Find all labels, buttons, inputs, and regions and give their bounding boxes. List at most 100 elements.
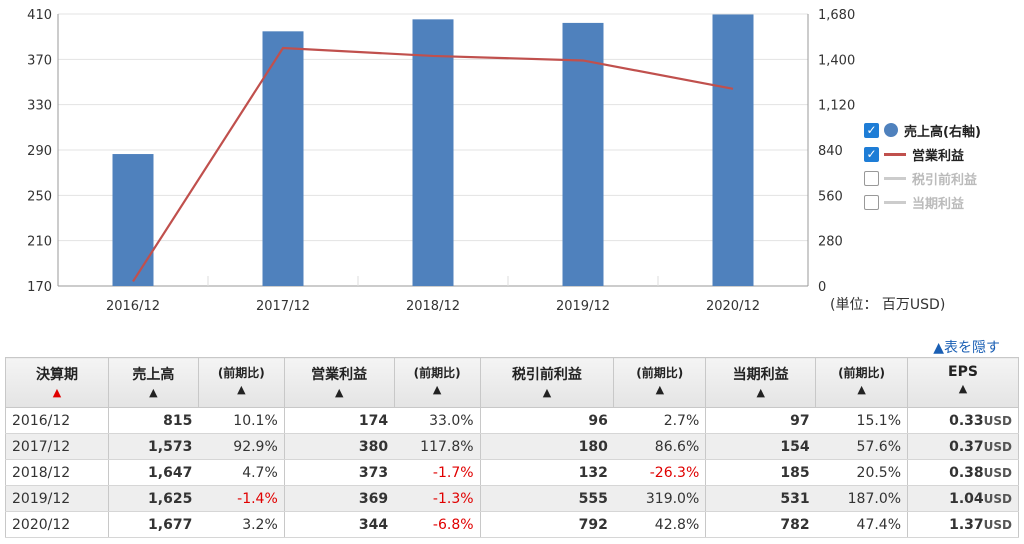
x-axis-tick-label: 2018/12 — [406, 299, 460, 314]
cell-value: 42.8% — [654, 516, 700, 533]
cell-value: 96 — [588, 412, 608, 429]
cell-value: 92.9% — [233, 438, 278, 455]
x-axis-tick-label: 2016/12 — [106, 299, 160, 314]
checkbox-icon[interactable] — [864, 194, 879, 210]
cell-value: 10.1% — [233, 412, 278, 429]
cell-value: -1.7% — [432, 464, 474, 481]
cell-value: 3.2% — [242, 516, 278, 533]
cell-value: 1.04 — [949, 490, 984, 507]
sort-arrow-icon[interactable]: ▲ — [655, 383, 665, 396]
legend-item-net-profit[interactable]: 当期利益 — [864, 190, 981, 214]
cell-value: -26.3% — [649, 464, 700, 481]
legend-item-sales[interactable]: ✓ 売上高(右軸) — [864, 118, 981, 142]
table-cell: -1.3% — [394, 485, 481, 512]
legend-item-pretax-profit[interactable]: 税引前利益 — [864, 166, 981, 190]
cell-value: 2017/12 — [12, 438, 71, 455]
table-cell: 57.6% — [815, 433, 909, 460]
legend-label: 税引前利益 — [912, 172, 978, 188]
cell-value: 2016/12 — [12, 412, 71, 429]
right-axis-tick-label: 1,120 — [818, 99, 855, 114]
cell-value: 33.0% — [429, 412, 474, 429]
cell-value: 319.0% — [645, 490, 700, 507]
cell-value: 531 — [780, 490, 810, 507]
table-cell: 2016/12 — [5, 407, 109, 434]
sort-arrow-icon[interactable]: ▲ — [334, 386, 344, 399]
legend-line-icon — [884, 200, 906, 204]
cell-value: 815 — [163, 412, 193, 429]
cell-value: 180 — [578, 438, 608, 455]
table-cell: 174 — [283, 407, 395, 434]
legend-item-operating-profit[interactable]: ✓ 営業利益 — [864, 142, 981, 166]
table-cell: -1.7% — [394, 459, 481, 486]
table-cell: 2018/12 — [5, 459, 109, 486]
table-cell: 1.37USD — [907, 511, 1019, 538]
x-axis-tick-label: 2020/12 — [706, 299, 760, 314]
table-cell: 4.7% — [198, 459, 285, 486]
table-cell: 319.0% — [613, 485, 707, 512]
header-operating-yoy: (前期比) ▲ — [393, 357, 481, 408]
header-net-yoy: (前期比) ▲ — [815, 357, 909, 408]
left-axis-tick-label: 250 — [27, 189, 52, 204]
table-cell: 2017/12 — [5, 433, 109, 460]
cell-value: 792 — [578, 516, 608, 533]
table-cell: 47.4% — [815, 511, 909, 538]
hide-table-link[interactable]: ▲表を隠す — [933, 340, 1000, 356]
cell-value: 2018/12 — [12, 464, 71, 481]
operating-profit-line — [132, 46, 734, 283]
table-cell: 782 — [705, 511, 816, 538]
sort-arrow-icon[interactable]: ▲ — [149, 386, 158, 399]
table-cell: 0.33USD — [907, 407, 1019, 434]
table-row: 2016/12 815 10.1% 174 33.0% 96 2.7% 97 15.1% 0.33… — [5, 407, 1019, 434]
right-axis-tick-label: 1,680 — [818, 8, 855, 23]
cell-value: 1,647 — [148, 464, 193, 481]
cell-value: 1,573 — [148, 438, 193, 455]
table-header-row: 決算期 ▲ 売上高 ▲ (前期比) ▲ 営業利益 ▲ (前期比) ▲ 税引前利益 ▲ (前期… — [5, 357, 1019, 408]
sort-arrow-icon[interactable]: ▲ — [857, 383, 866, 396]
cell-value: 380 — [358, 438, 389, 455]
sort-arrow-icon[interactable]: ▲ — [958, 382, 968, 395]
legend-line-icon — [884, 152, 906, 156]
x-axis-tick-label: 2019/12 — [556, 299, 610, 314]
table-cell: 2.7% — [613, 407, 707, 434]
table-cell: 15.1% — [815, 407, 909, 434]
table-cell: 10.1% — [198, 407, 285, 434]
cell-value: 97 — [790, 412, 810, 429]
sort-arrow-icon[interactable]: ▲ — [756, 386, 765, 399]
cell-value: 132 — [578, 464, 608, 481]
eps-unit: USD — [983, 465, 1012, 480]
sort-arrow-icon[interactable]: ▲ — [52, 386, 62, 399]
cell-value: 369 — [358, 490, 389, 507]
table-cell: 33.0% — [394, 407, 481, 434]
cell-value: 47.4% — [856, 516, 902, 533]
sort-arrow-icon[interactable]: ▲ — [237, 383, 246, 396]
table-cell: 42.8% — [613, 511, 707, 538]
bar — [562, 22, 604, 287]
table-cell: 86.6% — [613, 433, 707, 460]
right-axis-tick-label: 280 — [818, 235, 843, 250]
left-axis-tick-label: 170 — [27, 280, 52, 295]
cell-value: 117.8% — [420, 438, 474, 455]
table-cell: 555 — [479, 485, 614, 512]
legend-label: 営業利益 — [912, 148, 965, 164]
chart-legend: ✓ 売上高(右軸) ✓ 営業利益 税引前利益 当期利益 — [864, 118, 981, 214]
checkbox-icon[interactable]: ✓ — [864, 122, 879, 138]
cell-value: -1.4% — [237, 490, 278, 507]
financial-table: 決算期 ▲ 売上高 ▲ (前期比) ▲ 営業利益 ▲ (前期比) ▲ 税引前利益 ▲ (前期… — [5, 357, 1019, 538]
legend-label: 当期利益 — [912, 196, 965, 212]
checkbox-icon[interactable]: ✓ — [864, 146, 879, 162]
checkbox-icon[interactable] — [864, 170, 879, 186]
eps-unit: USD — [983, 413, 1012, 428]
right-axis-tick-label: 0 — [818, 280, 826, 295]
cell-value: 185 — [780, 464, 810, 481]
header-period: 決算期 ▲ — [5, 357, 109, 408]
left-axis-tick-label: 290 — [27, 144, 52, 159]
cell-value: 15.1% — [856, 412, 902, 429]
table-cell: 97 — [705, 407, 816, 434]
sort-arrow-icon[interactable]: ▲ — [432, 383, 442, 396]
cell-value: 0.38 — [949, 464, 984, 481]
table-cell: 1,625 — [107, 485, 199, 512]
combo-chart: 170 0 210 280 250 560 290 840 330 1,120 370 1,400 41… — [27, 8, 855, 314]
bar — [262, 31, 304, 287]
sort-arrow-icon[interactable]: ▲ — [542, 386, 552, 399]
table-row: 2018/12 1,647 4.7% 373 -1.7% 132 -26.3% 185 20.5… — [5, 459, 1019, 486]
